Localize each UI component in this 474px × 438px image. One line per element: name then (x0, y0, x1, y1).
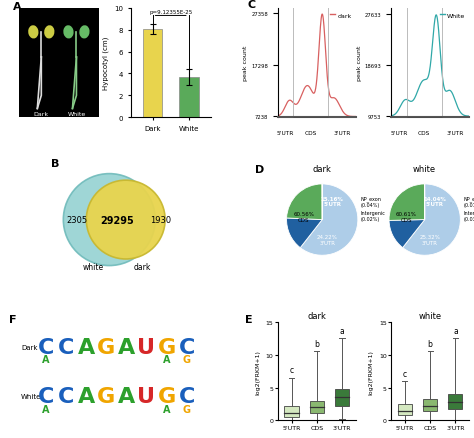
Text: C: C (178, 386, 195, 406)
Ellipse shape (28, 26, 38, 39)
Ellipse shape (44, 26, 55, 39)
Text: c: c (403, 369, 407, 378)
Text: D: D (255, 165, 264, 175)
Legend: dark: dark (329, 12, 353, 20)
Title: white: white (413, 165, 436, 173)
Text: A: A (42, 354, 50, 364)
Circle shape (86, 181, 165, 259)
Text: A: A (77, 337, 95, 357)
FancyBboxPatch shape (398, 404, 412, 415)
Text: a: a (453, 326, 458, 336)
Text: C: C (58, 386, 74, 406)
Text: C: C (248, 0, 256, 10)
Wedge shape (403, 184, 460, 256)
FancyBboxPatch shape (423, 399, 437, 411)
Text: CDS: CDS (305, 131, 317, 136)
Text: 60.56%
CDS: 60.56% CDS (293, 212, 314, 223)
Text: C: C (37, 386, 54, 406)
Text: A: A (163, 404, 170, 413)
Text: C: C (178, 337, 195, 357)
FancyBboxPatch shape (284, 406, 299, 417)
Text: C: C (58, 337, 74, 357)
Text: CDS: CDS (418, 131, 430, 136)
Text: 15.16%
5'UTR: 15.16% 5'UTR (321, 196, 344, 207)
Text: c: c (290, 366, 293, 374)
Text: White: White (67, 112, 86, 117)
FancyBboxPatch shape (310, 401, 324, 413)
Text: G: G (157, 337, 176, 357)
Text: 3'UTR: 3'UTR (334, 131, 351, 136)
Text: 60.61%
CDS: 60.61% CDS (396, 212, 417, 223)
Title: white: white (419, 311, 442, 320)
Title: dark: dark (307, 311, 326, 320)
Y-axis label: log2(FRKM+1): log2(FRKM+1) (369, 349, 374, 394)
Y-axis label: log2(FRKM+1): log2(FRKM+1) (255, 349, 260, 394)
Text: U: U (137, 337, 155, 357)
Text: A: A (118, 386, 135, 406)
Text: 1930: 1930 (150, 215, 171, 225)
Text: Intergenic
(0.03%): Intergenic (0.03%) (463, 210, 474, 221)
Bar (179, 78, 199, 118)
FancyBboxPatch shape (335, 389, 349, 406)
Wedge shape (389, 220, 425, 248)
Text: C: C (37, 337, 54, 357)
Text: b: b (428, 339, 433, 348)
Text: p=9.12355E-25: p=9.12355E-25 (149, 11, 192, 15)
Wedge shape (300, 184, 358, 256)
Text: Dark: Dark (21, 344, 37, 350)
Text: U: U (137, 386, 155, 406)
FancyBboxPatch shape (448, 394, 463, 409)
Text: B: B (51, 159, 60, 169)
Text: b: b (314, 339, 319, 348)
Text: A: A (163, 354, 170, 364)
Text: White: White (21, 393, 41, 399)
Text: A: A (77, 386, 95, 406)
Text: 29295: 29295 (100, 215, 135, 225)
Text: A: A (13, 2, 21, 12)
Ellipse shape (79, 26, 90, 39)
Text: dark: dark (134, 262, 151, 271)
Text: A: A (42, 404, 50, 413)
Text: 2305: 2305 (66, 215, 87, 225)
Y-axis label: peak count: peak count (357, 46, 362, 81)
Text: 3'UTR: 3'UTR (447, 131, 464, 136)
Text: white: white (82, 262, 103, 271)
Text: NP_exon
(0.01%): NP_exon (0.01%) (463, 196, 474, 207)
Ellipse shape (64, 26, 73, 39)
Text: NP_exon
(0.04%): NP_exon (0.04%) (361, 196, 382, 207)
Text: 24.22%
3'UTR: 24.22% 3'UTR (317, 234, 338, 245)
Text: G: G (182, 404, 191, 413)
Bar (143, 30, 163, 118)
Text: G: G (97, 337, 115, 357)
Legend: White: White (438, 12, 466, 20)
Text: G: G (157, 386, 176, 406)
Text: 5'UTR: 5'UTR (390, 131, 408, 136)
Y-axis label: peak count: peak count (243, 46, 248, 81)
Circle shape (64, 174, 155, 266)
Text: A: A (118, 337, 135, 357)
Wedge shape (389, 184, 425, 221)
Y-axis label: Hypocotyl (cm): Hypocotyl (cm) (102, 37, 109, 90)
Wedge shape (287, 219, 322, 248)
Text: Intergenic
(0.02%): Intergenic (0.02%) (361, 210, 385, 221)
Text: E: E (245, 314, 253, 324)
Text: 14.04%
5'UTR: 14.04% 5'UTR (423, 196, 446, 207)
Wedge shape (287, 184, 322, 220)
Text: 5'UTR: 5'UTR (277, 131, 294, 136)
Text: Dark: Dark (34, 112, 49, 117)
Text: G: G (97, 386, 115, 406)
Text: 25.32%
3'UTR: 25.32% 3'UTR (419, 234, 440, 245)
Text: G: G (182, 354, 191, 364)
Text: F: F (9, 314, 17, 324)
Title: dark: dark (313, 165, 332, 173)
Text: a: a (339, 326, 344, 336)
